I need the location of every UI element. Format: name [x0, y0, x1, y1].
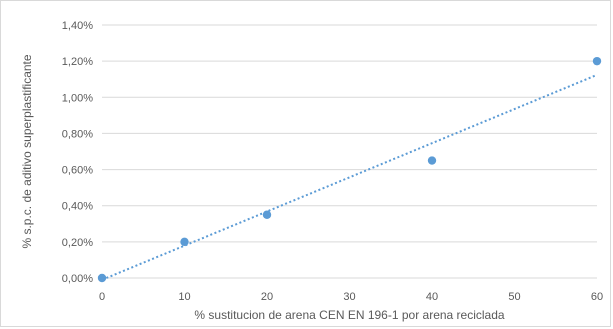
y-axis-tick-labels: 0,00% 0,20% 0,40% 0,60% 0,80% 1,00% 1,20% 1,40% [62, 20, 93, 285]
y-tick-label: 0,00% [62, 273, 93, 285]
data-point [592, 56, 602, 66]
x-axis-title: % sustitucion de arena CEN EN 196-1 por … [194, 308, 504, 322]
gridlines [102, 24, 597, 243]
y-tick-label: 1,00% [62, 92, 93, 104]
x-tick-label: 0 [99, 291, 105, 303]
x-tick-label: 50 [508, 291, 520, 303]
x-axis-tick-labels: 0 10 20 30 40 50 60 [99, 291, 603, 303]
data-point [97, 273, 107, 283]
trendline-layer [105, 73, 598, 279]
y-tick-label: 1,20% [62, 56, 93, 68]
y-tick-label: 0,60% [62, 165, 93, 177]
x-tick-label: 20 [261, 291, 273, 303]
x-tick-label: 30 [343, 291, 355, 303]
y-tick-label: 0,20% [62, 237, 93, 249]
x-tick-label: 40 [426, 291, 438, 303]
data-point [180, 237, 189, 247]
y-tick-label: 1,40% [62, 20, 93, 32]
data-point [262, 210, 272, 219]
y-tick-label: 0,80% [62, 128, 93, 140]
data-points [97, 56, 602, 283]
data-point [427, 156, 437, 165]
y-axis-title: % s.p.c. de aditivo superplastificante [20, 54, 34, 248]
trendline [105, 73, 598, 279]
x-tick-label: 10 [178, 291, 190, 303]
x-tick-label: 60 [591, 291, 603, 303]
y-tick-label: 0,40% [62, 201, 93, 213]
